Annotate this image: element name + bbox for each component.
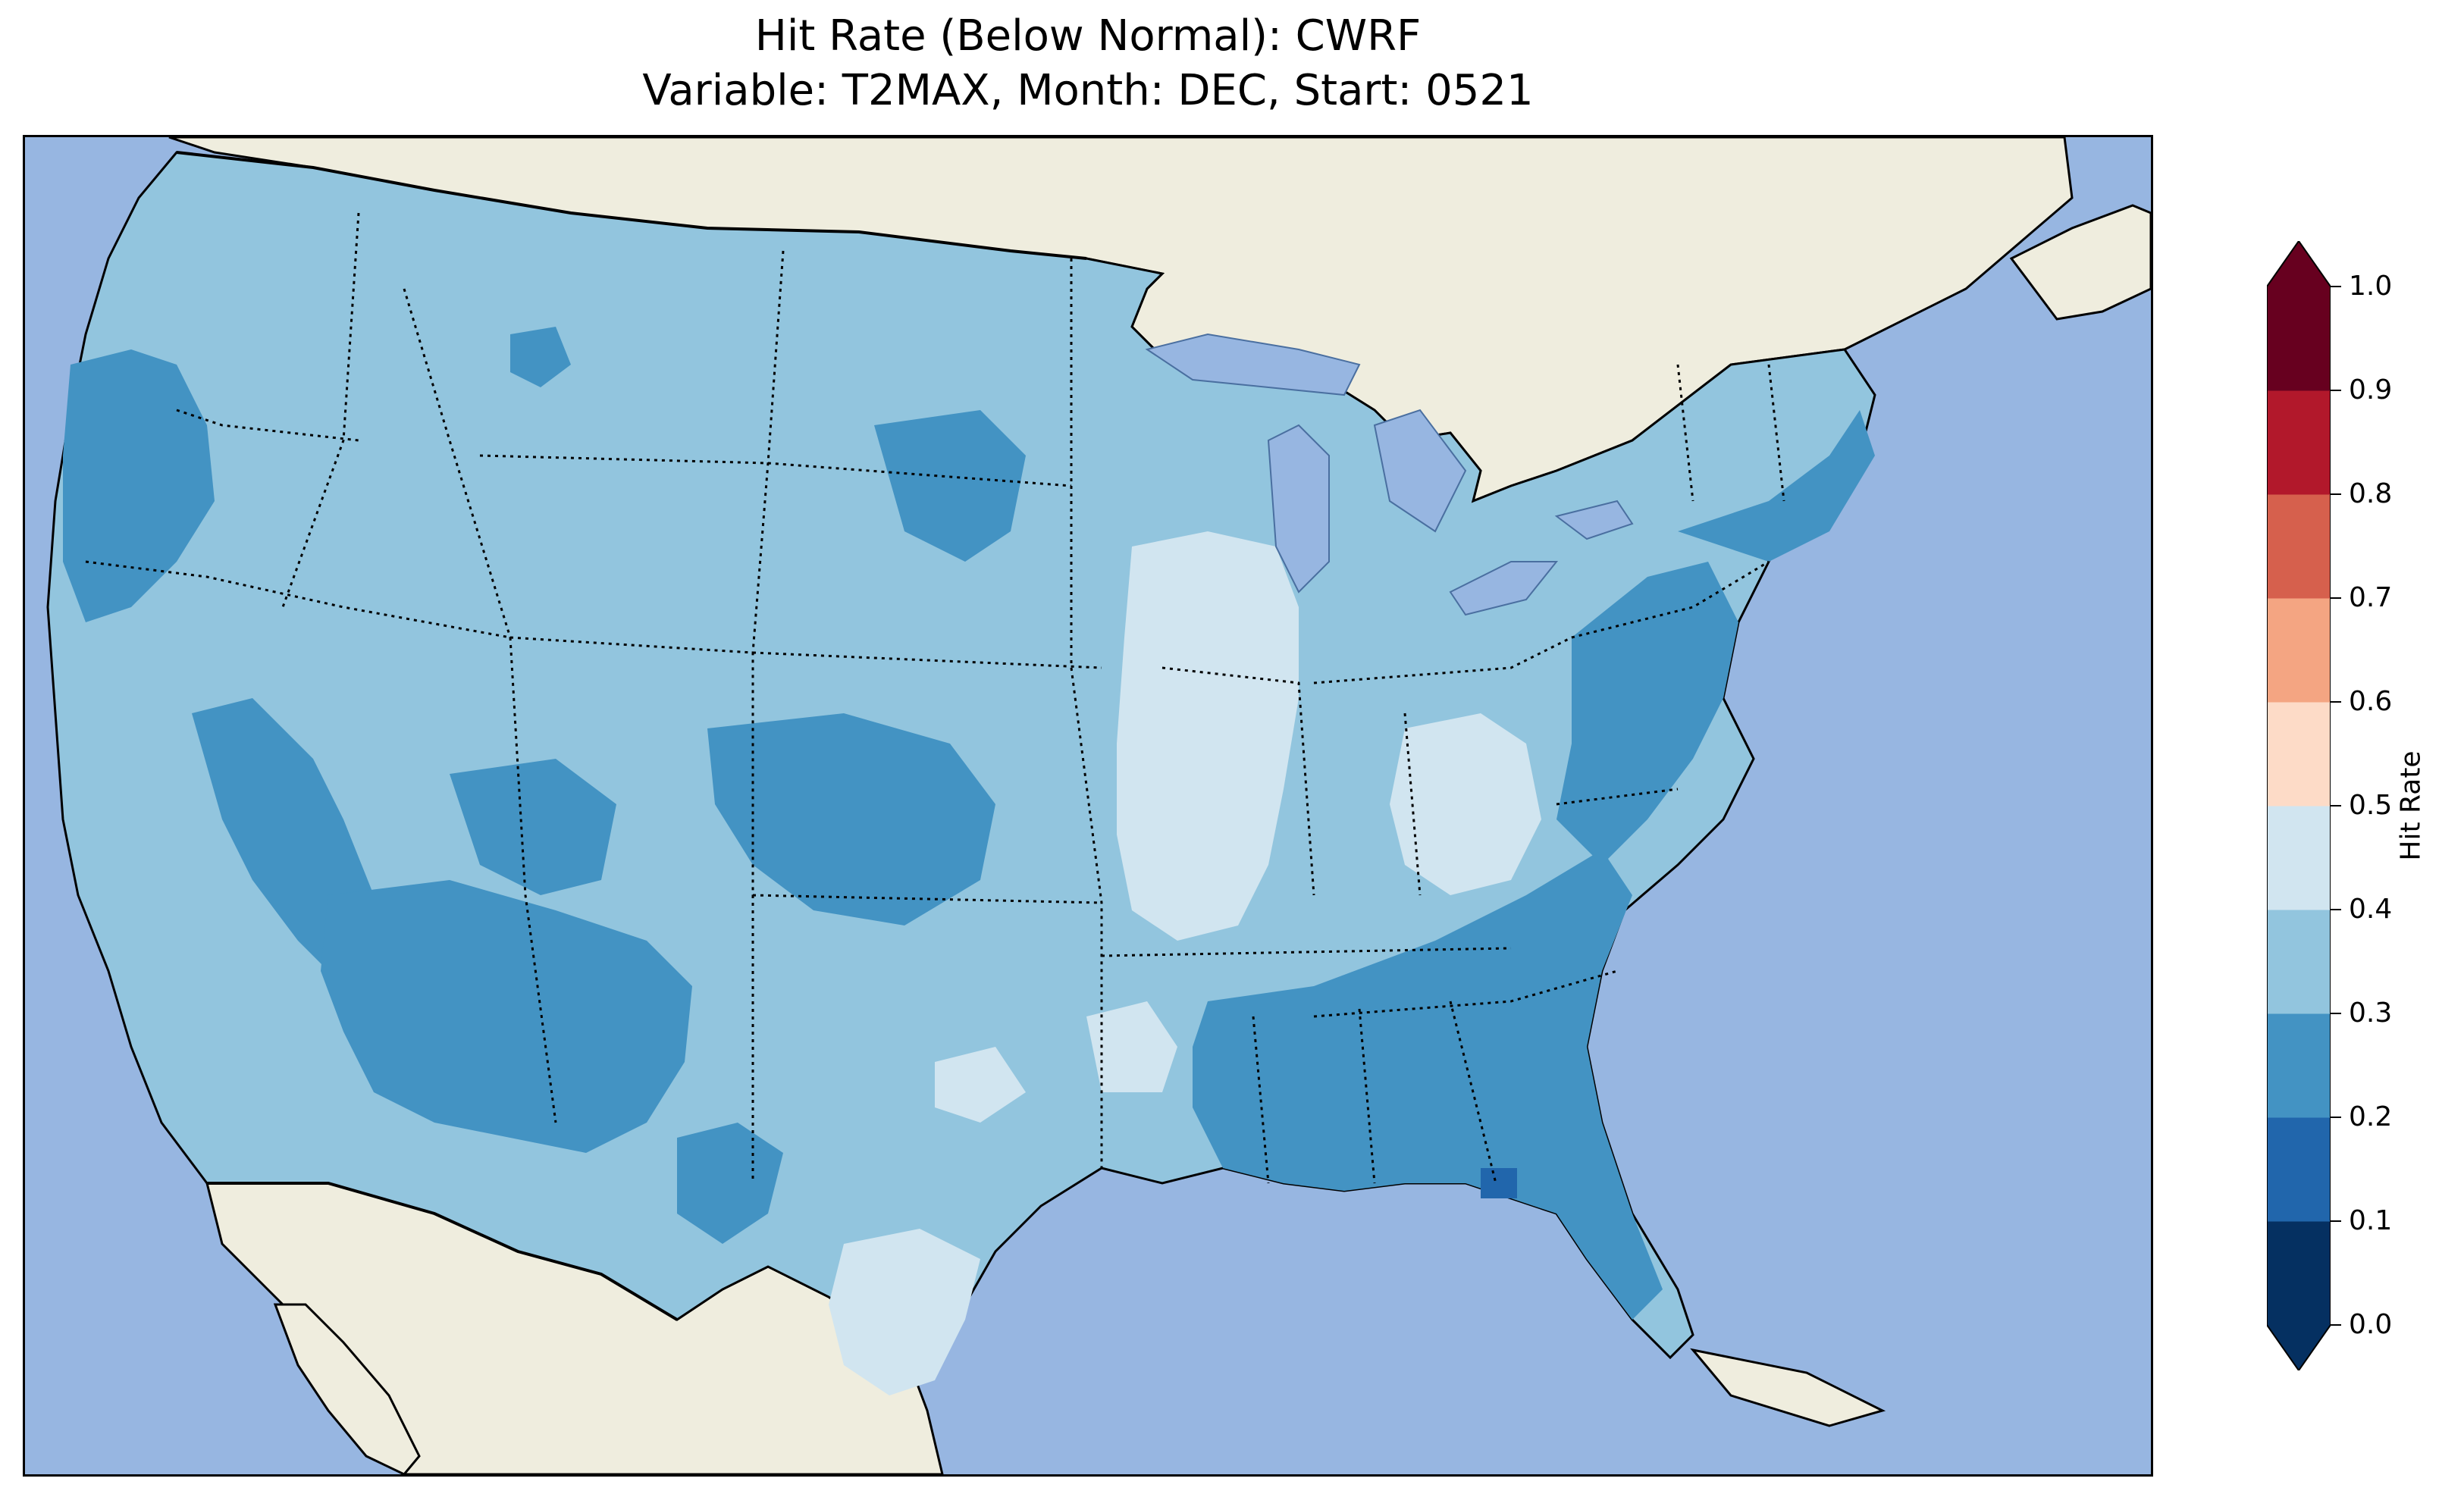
- colorbar-tick-label: 0.6: [2349, 686, 2393, 717]
- colorbar-bin: [2267, 598, 2331, 703]
- border-line: [1676, 364, 1694, 502]
- nova-scotia-land: [2009, 204, 2151, 321]
- us-canada-border: [176, 151, 1087, 260]
- colorbar-bin: [2267, 910, 2331, 1014]
- map-panel: [23, 135, 2153, 1477]
- baja-peninsula: [273, 1303, 421, 1474]
- colorbar-tick-label: 0.3: [2349, 998, 2393, 1029]
- field-bin-0-2-0-3: [63, 327, 1875, 1320]
- colorbar-tick-label: 0.1: [2349, 1205, 2393, 1236]
- border-line: [1252, 1016, 1270, 1184]
- colorbar-label: Hit Rate: [2395, 750, 2427, 861]
- border-line: [1571, 560, 1770, 639]
- border-line: [752, 651, 1102, 669]
- colorbar-tick-mark: [2331, 1013, 2341, 1014]
- border-line: [176, 409, 359, 442]
- colorbar-tick-mark: [2331, 909, 2341, 910]
- border-line: [509, 637, 557, 1123]
- border-line: [752, 894, 1102, 904]
- colorbar-tick-mark: [2331, 597, 2341, 599]
- colorbar-tick-label: 0.8: [2349, 478, 2393, 509]
- colorbar-bin: [2267, 494, 2331, 599]
- us-mexico-border: [207, 1182, 679, 1321]
- great-lakes: [1145, 333, 1634, 616]
- colorbar-tick-mark: [2331, 390, 2341, 391]
- border-line: [281, 212, 360, 608]
- lake-superior: [1145, 333, 1361, 396]
- colorbar-extend-under: [2267, 1325, 2331, 1370]
- state-borders: [85, 212, 1785, 1184]
- border-line: [1767, 364, 1785, 502]
- border-line: [1313, 969, 1618, 1018]
- pnw-coast-patch: [63, 349, 215, 622]
- lake-ontario: [1554, 500, 1634, 540]
- national-borders: [176, 151, 1087, 1321]
- colorbar-bins: [2267, 287, 2331, 1326]
- lake-michigan: [1267, 424, 1330, 594]
- colorbar-bin: [2267, 1013, 2331, 1118]
- colorbar-tick-label: 0.5: [2349, 790, 2393, 821]
- colorbar-tick-label: 0.0: [2349, 1309, 2393, 1340]
- map-canvas: [46, 137, 2151, 1474]
- colorbar-bin: [2267, 1117, 2331, 1222]
- colorado-wyoming-patch: [707, 713, 995, 926]
- colorbar-tick-mark: [2331, 286, 2341, 287]
- colorbar-tick-mark: [2331, 1117, 2341, 1118]
- colorbar: [2267, 241, 2331, 1370]
- colorbar-tick-mark: [2331, 493, 2341, 495]
- colorbar-tick-label: 0.7: [2349, 582, 2393, 613]
- southwest-patch: [321, 880, 692, 1153]
- south-texas-patch: [829, 1229, 980, 1395]
- oklahoma-patch: [935, 1047, 1026, 1123]
- colorbar-tick-label: 1.0: [2349, 271, 2393, 302]
- colorbar-bin: [2267, 287, 2331, 391]
- colorbar-bin: [2267, 1221, 2331, 1326]
- border-line: [1101, 947, 1512, 957]
- colorbar-tick-mark: [2331, 1324, 2341, 1326]
- ohio-valley-patch: [1390, 713, 1541, 895]
- northeast-patch: [1678, 410, 1875, 562]
- colorbar-bin: [2267, 806, 2331, 910]
- title-line-1: Hit Rate (Below Normal): CWRF: [754, 11, 1422, 61]
- upper-midwest-patch: [1117, 531, 1299, 941]
- border-line: [751, 250, 785, 653]
- colorbar-tick-mark: [2331, 701, 2341, 703]
- border-line: [1449, 1001, 1497, 1184]
- colorbar-tick-mark: [2331, 1220, 2341, 1222]
- nevada-utah-patch: [450, 759, 616, 895]
- north-dakota-patch: [874, 410, 1026, 562]
- colorbar-extend-over: [2267, 241, 2331, 287]
- colorbar-tick-mark: [2331, 805, 2341, 807]
- field-bin-0-4-0-5: [829, 531, 1541, 1395]
- west-texas-patch: [677, 1123, 783, 1244]
- border-line: [1070, 667, 1103, 1168]
- colorbar-tick-label: 0.9: [2349, 374, 2393, 406]
- lake-huron: [1373, 409, 1467, 533]
- border-line: [1313, 636, 1572, 684]
- cuba-land: [1690, 1348, 1886, 1427]
- arkansas-patch: [1086, 1001, 1177, 1092]
- colorbar-tick-label: 0.4: [2349, 894, 2393, 925]
- mid-atlantic-patch: [1556, 562, 1738, 865]
- title-line-2: Variable: T2MAX, Month: DEC, Start: 0521: [642, 66, 1534, 115]
- field-bin-0-1-0-2-spot: [1481, 1168, 1517, 1198]
- border-line: [1556, 788, 1679, 806]
- colorbar-bin: [2267, 390, 2331, 495]
- border-line: [85, 560, 511, 639]
- colorbar-bin: [2267, 702, 2331, 807]
- border-line: [1403, 713, 1422, 896]
- border-line: [403, 288, 512, 638]
- border-line: [1358, 1008, 1376, 1184]
- southeast-patch: [1193, 850, 1663, 1320]
- lake-erie: [1449, 561, 1559, 616]
- colorbar-tick-label: 0.2: [2349, 1101, 2393, 1132]
- montana-patch: [510, 327, 571, 387]
- border-line: [1161, 666, 1315, 896]
